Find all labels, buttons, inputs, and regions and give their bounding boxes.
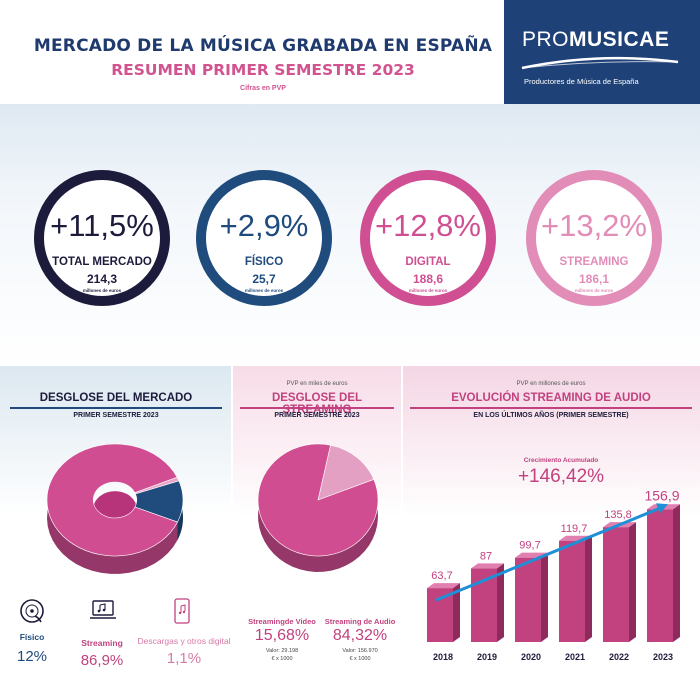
kpi-unit: millones de euros bbox=[244, 288, 284, 293]
video-percent: 15,68% bbox=[254, 627, 310, 644]
bar-side bbox=[673, 504, 680, 642]
x-tick-label: 2022 bbox=[609, 652, 629, 662]
page-title: MERCADO DE LA MÚSICA GRABADA EN ESPAÑA bbox=[33, 36, 493, 56]
kpi-unit: millones de euros bbox=[574, 288, 614, 293]
x-tick-label: 2021 bbox=[565, 652, 585, 662]
kpi-value: 188,6 bbox=[412, 272, 444, 286]
growth-label: Crecimiento Acumulado bbox=[523, 457, 599, 464]
pie-slice-streamingde-video bbox=[317, 444, 375, 501]
x-tick-label: 2018 bbox=[433, 652, 453, 662]
bar-value-label: 99,7 bbox=[519, 540, 540, 552]
kpi-label: DIGITAL bbox=[405, 256, 451, 268]
streaming-pie-chart bbox=[257, 443, 379, 572]
legend-label-descargas: Descargas y otros digital bbox=[137, 636, 231, 646]
streaming-subtitle: PRIMER SEMESTRE 2023 bbox=[274, 412, 360, 419]
kpi-label: STREAMING bbox=[559, 256, 629, 268]
pie-slice-streaming bbox=[46, 443, 178, 557]
market-title: DESGLOSE DEL MERCADO bbox=[39, 392, 193, 404]
page-subtitle: RESUMEN PRIMER SEMESTRE 2023 bbox=[111, 61, 415, 79]
x-tick-label: 2023 bbox=[653, 652, 673, 662]
vinyl-hand-icon bbox=[18, 598, 46, 629]
bar-2023 bbox=[647, 509, 673, 642]
promusicae-logo: PROMUSICAE Productores de Música de Espa… bbox=[504, 0, 700, 104]
legend-label-streaming: Streaming bbox=[81, 638, 123, 648]
bar-side bbox=[585, 535, 592, 642]
divider bbox=[401, 366, 403, 700]
title-underline bbox=[240, 407, 394, 409]
bar-top bbox=[471, 563, 504, 569]
bar-value-label: 156,9 bbox=[644, 490, 679, 503]
kpi-unit: millones de euros bbox=[82, 288, 122, 293]
kpi-value: 214,3 bbox=[86, 272, 118, 286]
growth-value: +146,42% bbox=[517, 466, 605, 487]
pie-slice-descargas-y-otros-digital bbox=[134, 476, 180, 495]
bar-value-label: 135,8 bbox=[604, 509, 632, 521]
kpi-fisico: +2,9% FÍSICO 25,7 millones de euros bbox=[196, 170, 332, 306]
bar-side bbox=[629, 522, 636, 642]
x-tick-label: 2019 bbox=[477, 652, 497, 662]
bar-2021 bbox=[559, 540, 585, 642]
kpi-percent: +13,2% bbox=[540, 208, 647, 243]
pie-slice-streaming-de-audio bbox=[257, 443, 379, 557]
bar-value-label: 63,7 bbox=[431, 570, 452, 582]
currency-note: Cifras en PVP bbox=[240, 85, 286, 92]
legend-value-streaming: 86,9% bbox=[80, 652, 124, 669]
bar-value-label: 119,7 bbox=[561, 523, 588, 535]
kpi-percent: +2,9% bbox=[219, 208, 309, 243]
logo-swoosh-icon bbox=[521, 56, 679, 70]
bar-side bbox=[453, 583, 460, 642]
kpi-value: 25,7 bbox=[252, 272, 276, 286]
market-pie-chart bbox=[46, 443, 184, 574]
x-tick-label: 2020 bbox=[521, 652, 541, 662]
video-value: Valor: 29.198 bbox=[265, 648, 299, 654]
evolution-note: PVP en millones de euros bbox=[516, 381, 586, 387]
kpi-percent: +11,5% bbox=[50, 208, 154, 243]
kpi-unit: millones de euros bbox=[408, 288, 448, 293]
phone-music-icon bbox=[172, 598, 192, 629]
title-underline bbox=[410, 407, 692, 409]
title-underline bbox=[10, 407, 222, 409]
video-label: Streamingde Video bbox=[248, 617, 316, 626]
audio-unit: € x 1000 bbox=[349, 656, 371, 662]
logo-tagline: Productores de Música de España bbox=[524, 77, 639, 86]
streaming-evolution-bar-chart: 63,7 2018 87 2019 99,7 2020 119,7 2021 135,8 2022… bbox=[427, 490, 680, 662]
bar-top bbox=[427, 583, 460, 589]
bar-side bbox=[497, 563, 504, 642]
bar-value-label: 87 bbox=[480, 550, 492, 562]
kpi-label: TOTAL MERCADO bbox=[52, 256, 152, 268]
bar-side bbox=[541, 552, 548, 642]
streaming-note: PVP en miles de euros bbox=[286, 381, 348, 387]
evolution-title: EVOLUCIÓN STREAMING DE AUDIO bbox=[451, 392, 651, 404]
kpi-digital: +12,8% DIGITAL 188,6 millones de euros bbox=[360, 170, 496, 306]
trend-arrowhead bbox=[656, 503, 668, 514]
kpi-total-mercado: +11,5% TOTAL MERCADO 214,3 millones de e… bbox=[34, 170, 170, 306]
bar-2020 bbox=[515, 557, 541, 642]
kpi-value: 186,1 bbox=[578, 272, 610, 286]
video-unit: € x 1000 bbox=[271, 656, 293, 662]
legend-label-fisico: Físico bbox=[19, 632, 45, 642]
trend-line bbox=[435, 505, 663, 602]
market-subtitle: PRIMER SEMESTRE 2023 bbox=[73, 412, 159, 419]
legend-value-descargas: 1,1% bbox=[166, 650, 202, 667]
kpi-streaming: +13,2% STREAMING 186,1 millones de euros bbox=[526, 170, 662, 306]
laptop-music-icon bbox=[88, 598, 118, 629]
divider bbox=[231, 366, 233, 700]
kpi-label: FÍSICO bbox=[244, 256, 284, 268]
audio-label: Streaming de Audio bbox=[324, 617, 396, 626]
legend-value-fisico: 12% bbox=[16, 648, 48, 665]
audio-percent: 84,32% bbox=[332, 627, 388, 644]
logo-wordmark: PROMUSICAE bbox=[522, 28, 670, 51]
audio-value: Valor: 156.970 bbox=[342, 648, 378, 654]
kpi-percent: +12,8% bbox=[374, 208, 481, 243]
evolution-subtitle: EN LOS ÚLTIMOS AÑOS (PRIMER SEMESTRE) bbox=[473, 412, 629, 419]
bar-2022 bbox=[603, 527, 629, 642]
